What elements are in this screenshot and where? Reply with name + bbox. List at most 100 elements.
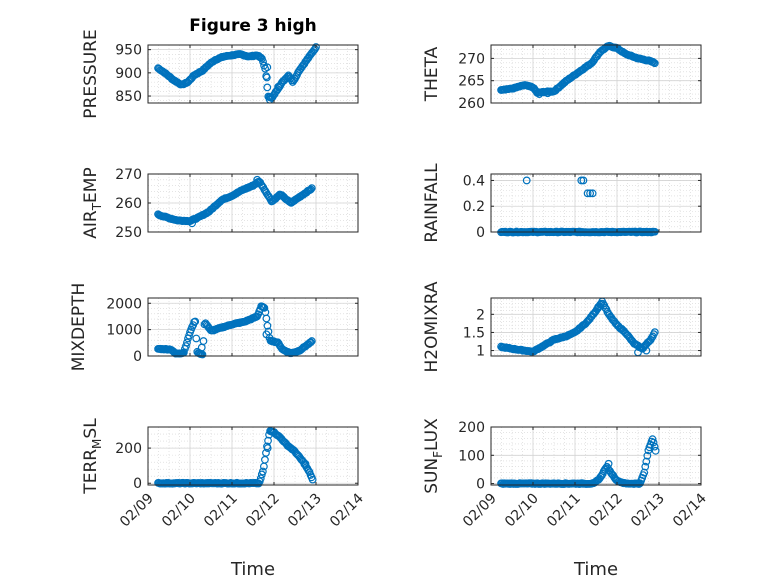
data-point (642, 457, 651, 466)
subplot-sun-flux: 0 100 200 SUNFLUX 02/09 02/10 02/11 02/12 02/13 0… (422, 418, 710, 580)
y-tick-label: 250 (115, 225, 142, 241)
subplot-rainfall: 0 0.2 0.4 RAINFALL (422, 163, 702, 243)
data-point (642, 346, 651, 355)
data-point (192, 334, 201, 343)
axes-box (490, 426, 702, 486)
y-tick-label: 0 (133, 349, 142, 365)
y-axis-label: H2OMIXRA (422, 281, 442, 372)
data-point (263, 63, 272, 72)
data-point (535, 90, 544, 98)
data-point (522, 176, 531, 185)
x-tick-label: 02/13 (285, 491, 325, 531)
data-point (306, 338, 315, 347)
data-point (648, 435, 657, 444)
data-point (601, 303, 610, 312)
data-point (256, 53, 265, 62)
data-point (261, 455, 269, 464)
y-axis-label: AIRTEMP (81, 167, 104, 238)
y-tick-label: 1.5 (463, 325, 485, 341)
y-tick-label: 100 (458, 448, 485, 464)
y-tick-label: 2 (476, 307, 485, 323)
y-tick-label: 0 (476, 477, 485, 493)
data-point (256, 474, 265, 483)
x-tick-label: 02/14 (670, 490, 710, 530)
x-axis-label: Time (230, 559, 275, 580)
data-point (188, 219, 197, 228)
data-point (649, 438, 658, 447)
x-tick-label: 02/11 (544, 491, 584, 531)
data-point (191, 317, 200, 326)
data-point (650, 59, 659, 68)
x-tick-label: 02/09 (460, 491, 500, 531)
x-axis-label: Time (573, 559, 618, 580)
y-axis-label: TERRMSL (81, 418, 104, 495)
data-point (197, 343, 206, 352)
data-point (588, 189, 597, 198)
data-point (304, 466, 313, 475)
data-point (586, 189, 595, 198)
data-point (263, 83, 272, 92)
y-tick-label: 265 (458, 74, 485, 90)
axes-box (490, 173, 702, 233)
axes-box (490, 297, 702, 357)
data-point (579, 176, 588, 185)
y-axis-label: THETA (422, 46, 442, 102)
data-point (263, 444, 272, 452)
y-axis-label: SUNFLUX (422, 418, 445, 494)
subplot-pressure: 850 900 950 PRESSURE Figure 3 high (81, 16, 359, 119)
y-tick-label: 0 (133, 476, 142, 492)
data-point (253, 175, 262, 184)
y-tick-label: 200 (458, 420, 485, 436)
x-tick-label: 02/11 (201, 491, 241, 531)
subplot-theta: 260 265 270 THETA (422, 41, 702, 112)
y-tick-label: 850 (115, 89, 142, 105)
data-point (312, 43, 320, 51)
x-tick-label: 02/09 (117, 491, 157, 531)
data-point (650, 442, 659, 451)
data-point (583, 189, 592, 198)
data-point (183, 338, 191, 347)
axes-box (147, 426, 359, 486)
subplot-terr-msl: 0 200 TERRMSL 02/09 02/10 02/11 02/12 02/13 02/1… (81, 418, 367, 580)
subplot-h2omixra: 1 1.5 2 H2OMIXRA (422, 281, 702, 373)
data-point (577, 176, 586, 185)
x-tick-label: 02/10 (159, 491, 199, 531)
data-point (308, 475, 317, 484)
data-point (641, 462, 650, 471)
data-point (543, 89, 552, 98)
data-point (307, 337, 316, 345)
data-point (604, 459, 613, 468)
data-point (306, 185, 315, 194)
data-point (182, 342, 190, 350)
data-point (263, 321, 272, 330)
y-tick-label: 260 (115, 196, 142, 212)
data-point (199, 337, 208, 345)
axes-box (147, 297, 359, 357)
x-tick-label: 02/12 (586, 491, 626, 531)
y-tick-label: 1000 (106, 323, 142, 339)
subplot-air-temp: 250 260 270 AIRTEMP (81, 167, 359, 241)
data-point (643, 451, 652, 460)
y-axis-label: PRESSURE (81, 29, 101, 118)
data-point (648, 57, 657, 66)
y-axis-label: RAINFALL (422, 163, 442, 243)
y-tick-label: 0.4 (463, 173, 485, 189)
data-point (651, 446, 660, 455)
data-point (650, 328, 659, 337)
x-tick-label: 02/12 (243, 491, 283, 531)
x-tick-label: 02/14 (327, 490, 367, 530)
y-tick-label: 900 (115, 66, 142, 82)
y-tick-label: 0.2 (463, 199, 485, 215)
y-tick-label: 0 (476, 225, 485, 241)
data-point (594, 303, 602, 311)
y-tick-label: 2000 (106, 296, 142, 312)
subplot-mixdepth: 0 1000 2000 MIXDEPTH (69, 283, 359, 372)
y-axis-label: MIXDEPTH (69, 283, 89, 372)
data-point (301, 460, 310, 468)
data-point (262, 73, 271, 82)
data-point (260, 303, 269, 312)
y-tick-label: 1 (476, 344, 485, 360)
chart-title: Figure 3 high (189, 16, 317, 36)
